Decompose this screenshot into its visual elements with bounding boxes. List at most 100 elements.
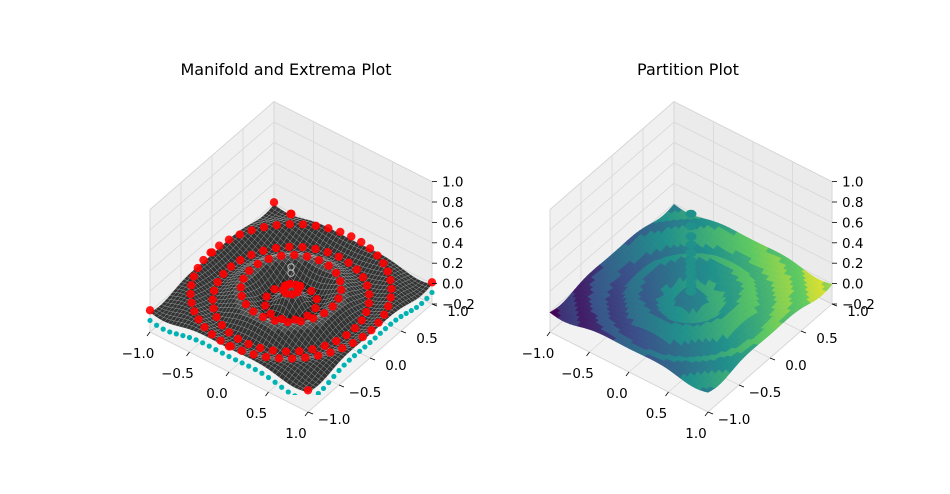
grid-line xyxy=(273,182,433,264)
extremum-point xyxy=(362,307,371,317)
y-tick-mark xyxy=(738,384,745,388)
extremum-point xyxy=(233,334,243,344)
extremum-point xyxy=(319,309,329,318)
extremum-point xyxy=(249,307,258,316)
extremum-point xyxy=(328,302,337,311)
z-tick-label: 0.2 xyxy=(442,256,463,272)
extremum-point xyxy=(367,325,376,335)
edge-point xyxy=(160,326,166,332)
edge-point xyxy=(167,329,173,335)
edge-point xyxy=(429,289,435,296)
extremum-point xyxy=(258,312,268,322)
y-tick-mark xyxy=(769,357,776,361)
y-tick-label: 1.0 xyxy=(847,304,868,320)
z-tick-label: 1.0 xyxy=(842,175,863,191)
x-tick-label: 0.0 xyxy=(606,386,627,402)
x-tick-mark xyxy=(586,351,590,357)
edge-point xyxy=(153,322,160,328)
grid-line xyxy=(149,142,275,251)
edge-point xyxy=(147,317,153,324)
extremum-point xyxy=(344,258,353,267)
x-tick-mark xyxy=(146,331,151,337)
edge-point xyxy=(393,317,399,323)
extremum-point xyxy=(272,220,281,230)
edge-point xyxy=(285,389,291,395)
z-tick-label: 0.2 xyxy=(842,256,863,272)
extremum-point xyxy=(219,269,228,279)
grid-line xyxy=(673,101,833,182)
y-tick-mark xyxy=(400,330,407,334)
z-tick-label: 0.8 xyxy=(442,195,463,211)
extremum-point xyxy=(324,261,333,270)
extremum-point xyxy=(224,235,234,244)
extremum-point xyxy=(295,346,304,356)
x-tick-label: −1.0 xyxy=(522,346,555,362)
extremum-point xyxy=(383,267,392,276)
extremum-point xyxy=(285,220,295,229)
extremum-point xyxy=(247,226,256,235)
extremum-point xyxy=(358,332,367,342)
z-tick-label: 0.8 xyxy=(842,195,863,211)
z-tick-label: 1.0 xyxy=(442,175,463,191)
extremum-point xyxy=(264,254,273,264)
edge-point xyxy=(246,363,252,369)
grid-line xyxy=(273,121,433,203)
extremum-point xyxy=(236,255,245,265)
extremum-point xyxy=(226,262,236,271)
extremum-point xyxy=(259,246,268,255)
extremum-point xyxy=(364,290,374,299)
y-tick-label: −0.5 xyxy=(749,385,782,401)
partition-cell xyxy=(703,389,712,393)
edge-point xyxy=(315,390,321,395)
y-tick-label: −0.5 xyxy=(349,385,382,401)
grid-line xyxy=(549,101,675,210)
extremum-point xyxy=(261,352,271,362)
partition-center-column xyxy=(685,209,697,296)
grid-line xyxy=(149,121,275,231)
center-column-point xyxy=(685,209,697,219)
extremum-point xyxy=(332,336,341,346)
extremum-point xyxy=(268,346,278,355)
extremum-point xyxy=(212,312,221,322)
extremum-point xyxy=(274,354,284,363)
partition-plot-title: Partition Plot xyxy=(637,60,739,79)
x-tick-mark xyxy=(225,371,230,377)
extremum-point xyxy=(187,298,196,307)
center-column-point xyxy=(685,240,697,249)
edge-point xyxy=(413,304,420,311)
edge-point xyxy=(272,379,278,385)
x-tick-label: −1.0 xyxy=(122,346,155,362)
grid-line xyxy=(549,182,675,292)
extremum-point xyxy=(298,220,308,229)
x-tick-mark xyxy=(546,331,551,337)
x-tick-mark xyxy=(665,391,669,397)
grid-line xyxy=(273,142,433,223)
edge-point xyxy=(424,295,430,302)
center-column-point xyxy=(685,275,697,284)
edge-point xyxy=(408,307,414,314)
extremum-point xyxy=(427,278,437,287)
subplot-manifold: Manifold and Extrema Plot −1.0−0.50.00.5… xyxy=(122,60,475,442)
z-tick-label: 0.0 xyxy=(842,277,863,293)
extremum-point xyxy=(266,309,275,318)
extremum-point xyxy=(314,255,324,265)
tick-labels-left: −1.0−0.50.00.51.0−1.0−0.50.00.51.0−0.20.… xyxy=(122,175,475,442)
grid-line xyxy=(673,182,833,264)
x-tick-mark xyxy=(265,391,269,397)
extremum-point xyxy=(309,314,318,323)
extremum-point xyxy=(334,294,343,303)
y-tick-label: 0.5 xyxy=(416,331,437,347)
edge-point xyxy=(351,353,358,359)
edge-point xyxy=(265,374,272,381)
extremum-point xyxy=(245,266,254,275)
extremum-point xyxy=(313,351,323,360)
grid-line xyxy=(549,121,675,231)
x-tick-mark xyxy=(704,411,709,417)
y-tick-mark xyxy=(800,330,807,334)
extremum-point xyxy=(379,310,389,319)
extremum-point xyxy=(189,272,198,281)
extremum-point xyxy=(287,354,297,363)
extremum-point xyxy=(270,284,279,294)
center-column-point xyxy=(685,281,697,290)
